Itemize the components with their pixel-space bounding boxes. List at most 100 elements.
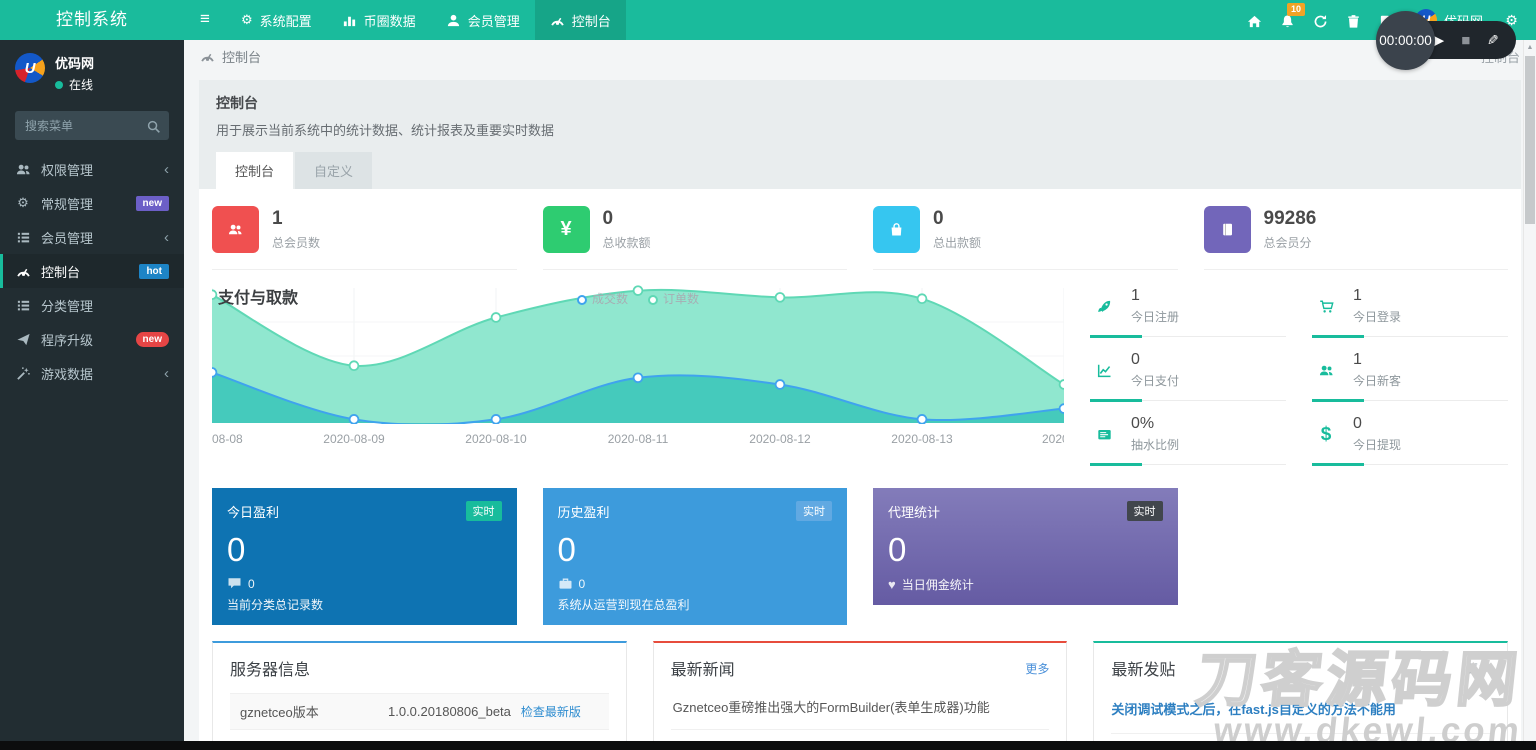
legend-item[interactable]: 成交数: [576, 290, 628, 307]
profit-panel: 今日盈利 实时 0 0 当前分类总记录数: [212, 488, 517, 626]
notifications-button[interactable]: 10: [1271, 0, 1305, 40]
chart-legend: 成交数 订单数: [576, 290, 699, 307]
hamburger-icon: ≡: [200, 9, 210, 28]
chevron-left-icon: ‹: [164, 228, 169, 246]
online-dot-icon: [55, 80, 63, 89]
online-status: 在线: [55, 76, 94, 93]
dollar-icon: $: [1320, 423, 1332, 445]
rocket-icon: [1090, 295, 1118, 318]
tab-active[interactable]: 控制台: [216, 152, 294, 189]
topnav-item[interactable]: 币圈数据: [327, 0, 431, 40]
record-play-button[interactable]: ▶: [1432, 31, 1445, 49]
tab-bar: 控制台 自定义: [216, 152, 1504, 189]
mini-stat-label: 今日支付: [1131, 374, 1180, 388]
chevron-left-icon: ‹: [164, 364, 169, 382]
sidebar-item[interactable]: 会员管理 ‹: [0, 220, 184, 254]
stat-card: 0 总出款额: [873, 204, 1178, 270]
stat-value: 0: [933, 208, 944, 229]
topnav-item[interactable]: 控制台: [534, 0, 626, 40]
home-button[interactable]: [1238, 0, 1271, 40]
check-update-link[interactable]: 检查最新版: [520, 705, 581, 720]
brand-name: 优码网: [55, 56, 95, 71]
chart-title: 支付与取款: [218, 290, 299, 307]
sidebar-item[interactable]: 程序升级 new: [0, 322, 184, 356]
posts-more-link[interactable]: 更多: [1465, 661, 1490, 676]
sidebar-toggle-button[interactable]: ≡: [184, 0, 226, 40]
sidebar-item[interactable]: 分类管理: [0, 288, 184, 322]
cart-icon: [1312, 295, 1340, 318]
scrollbar-thumb[interactable]: [1525, 56, 1535, 224]
scrollbar-up-icon[interactable]: ▲: [1526, 44, 1534, 51]
heart-icon: ♥: [888, 577, 896, 592]
mini-stat-label: 今日提现: [1353, 438, 1402, 452]
mini-stat-value: 0: [1353, 415, 1362, 432]
card-icon: [1090, 423, 1118, 446]
refresh-button[interactable]: [1304, 0, 1337, 40]
scrollbar[interactable]: ▲: [1523, 40, 1536, 741]
sidebar-item[interactable]: 控制台 hot: [0, 254, 184, 288]
mini-stat-label: 抽水比例: [1131, 438, 1180, 452]
record-edit-button[interactable]: ✎: [1487, 32, 1499, 48]
home-icon: [1247, 12, 1262, 28]
server-info-panel: 服务器信息 gznetceo版本 1.0.0.20180806_beta 检查最新版…: [212, 641, 627, 741]
clear-cache-button[interactable]: [1337, 0, 1370, 40]
server-info-label: gznetceo版本: [240, 705, 319, 721]
topnav-item[interactable]: 会员管理: [431, 0, 535, 40]
menu-search-input[interactable]: [15, 111, 169, 140]
x-tick-label: 2020-08-11: [607, 432, 669, 446]
news-list: Gznetceo重磅推出强大的FormBuilder(表单生成器)功能提示"未知…: [670, 684, 1050, 741]
gauge-icon: [200, 48, 215, 63]
sidebar-item-label: 会员管理: [41, 230, 94, 246]
profit-caption: ♥ 当日佣金统计: [888, 577, 974, 592]
stat-value: 0: [602, 208, 614, 229]
record-stop-button[interactable]: ■: [1461, 31, 1471, 49]
tab-inactive[interactable]: 自定义: [295, 152, 373, 189]
brand-logo: U: [15, 53, 45, 83]
sidebar-item-label: 权限管理: [41, 162, 94, 178]
gauge-icon: [15, 263, 31, 279]
sidebar-item[interactable]: 权限管理 ‹: [0, 152, 184, 186]
chart-bars-icon: [342, 12, 357, 28]
mini-stat-value: 1: [1353, 351, 1362, 368]
news-title: 最新新闻: [670, 662, 735, 680]
topnav-item[interactable]: ⚙ 系统配置: [226, 0, 327, 40]
news-item[interactable]: Gznetceo重磅推出强大的FormBuilder(表单生成器)功能: [670, 684, 1050, 731]
stat-value: 1: [272, 208, 283, 229]
chart-canvas: [206, 282, 1070, 429]
legend-item[interactable]: 订单数: [648, 290, 699, 307]
post-item[interactable]: 关闭调试模式之后，在fast.js自定义的方法不能用: [1111, 684, 1490, 735]
news-more-link[interactable]: 更多: [1025, 661, 1050, 676]
stat-label: 总收款额: [602, 236, 651, 250]
trash-icon: [1346, 12, 1361, 28]
recorder-timer[interactable]: 00:00:00: [1376, 11, 1435, 70]
mini-stat-label: 今日新客: [1353, 374, 1402, 388]
sidebar-item[interactable]: 游戏数据 ‹: [0, 356, 184, 390]
page-title: 控制台: [216, 95, 258, 111]
mini-stat-label: 今日登录: [1353, 310, 1402, 324]
news-item[interactable]: 提示"未知的数据格式或网络错误"时该如何排查错误?: [671, 730, 1050, 741]
stat-card: ¥0 总收款额: [542, 204, 847, 270]
app-title: 控制系统: [56, 10, 128, 29]
x-tick-label: 2020-08-09: [323, 432, 385, 446]
stat-card: 1 总会员数: [212, 204, 517, 270]
x-tick-label: 2020-08: [1041, 432, 1064, 446]
bell-icon: [1280, 12, 1295, 28]
server-info-title: 服务器信息: [230, 662, 311, 680]
mini-stat: 0 今日支付: [1090, 346, 1286, 402]
server-info-value: 1.1.6: [388, 740, 417, 741]
topnav-label: 会员管理: [467, 13, 520, 29]
sidebar-item[interactable]: ⚙ 常规管理 new: [0, 186, 184, 220]
server-info-row: 插件版本1.1.6: [230, 729, 609, 741]
briefcase-icon: [558, 576, 573, 591]
bag-icon: [873, 206, 920, 253]
profit-value: 0: [888, 531, 907, 568]
profit-value: 0: [227, 531, 246, 568]
cogs-icon: ⚙: [17, 195, 29, 210]
refresh-icon: [1313, 12, 1328, 28]
profit-sub-value: 0: [248, 576, 255, 591]
sidebar-item-label: 常规管理: [41, 196, 94, 212]
profit-panel: 历史盈利 实时 0 0 系统从运营到现在总盈利: [542, 488, 847, 626]
stat-label: 总会员分: [1263, 236, 1312, 250]
stat-label: 总会员数: [272, 236, 321, 250]
sidebar-item-label: 游戏数据: [41, 366, 94, 382]
